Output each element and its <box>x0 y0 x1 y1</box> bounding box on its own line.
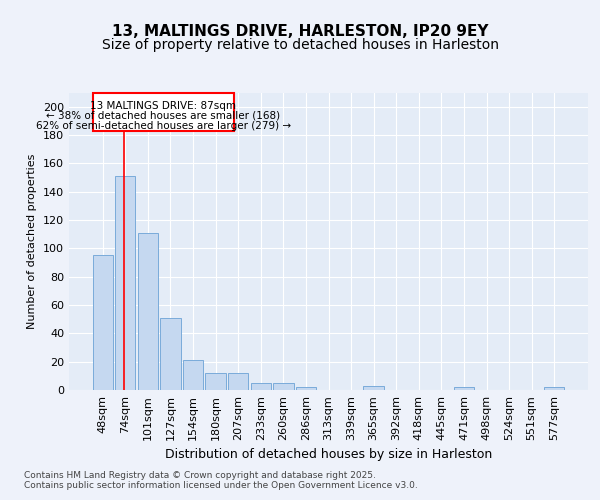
Bar <box>138 233 158 390</box>
Bar <box>296 387 316 390</box>
Bar <box>273 383 293 390</box>
Bar <box>228 373 248 390</box>
Bar <box>454 387 474 390</box>
Text: ← 38% of detached houses are smaller (168): ← 38% of detached houses are smaller (16… <box>46 111 280 121</box>
Bar <box>183 360 203 390</box>
Bar <box>205 373 226 390</box>
Bar <box>92 92 233 130</box>
Bar <box>160 318 181 390</box>
Text: Size of property relative to detached houses in Harleston: Size of property relative to detached ho… <box>101 38 499 52</box>
Text: 13, MALTINGS DRIVE, HARLESTON, IP20 9EY: 13, MALTINGS DRIVE, HARLESTON, IP20 9EY <box>112 24 488 38</box>
Text: 13 MALTINGS DRIVE: 87sqm: 13 MALTINGS DRIVE: 87sqm <box>90 101 236 111</box>
Y-axis label: Number of detached properties: Number of detached properties <box>28 154 37 329</box>
Text: Contains HM Land Registry data © Crown copyright and database right 2025.: Contains HM Land Registry data © Crown c… <box>24 472 376 480</box>
Bar <box>251 383 271 390</box>
Text: 62% of semi-detached houses are larger (279) →: 62% of semi-detached houses are larger (… <box>35 121 291 131</box>
X-axis label: Distribution of detached houses by size in Harleston: Distribution of detached houses by size … <box>165 448 492 462</box>
Bar <box>115 176 136 390</box>
Bar <box>92 256 113 390</box>
Bar <box>364 386 384 390</box>
Text: Contains public sector information licensed under the Open Government Licence v3: Contains public sector information licen… <box>24 482 418 490</box>
Bar <box>544 387 565 390</box>
